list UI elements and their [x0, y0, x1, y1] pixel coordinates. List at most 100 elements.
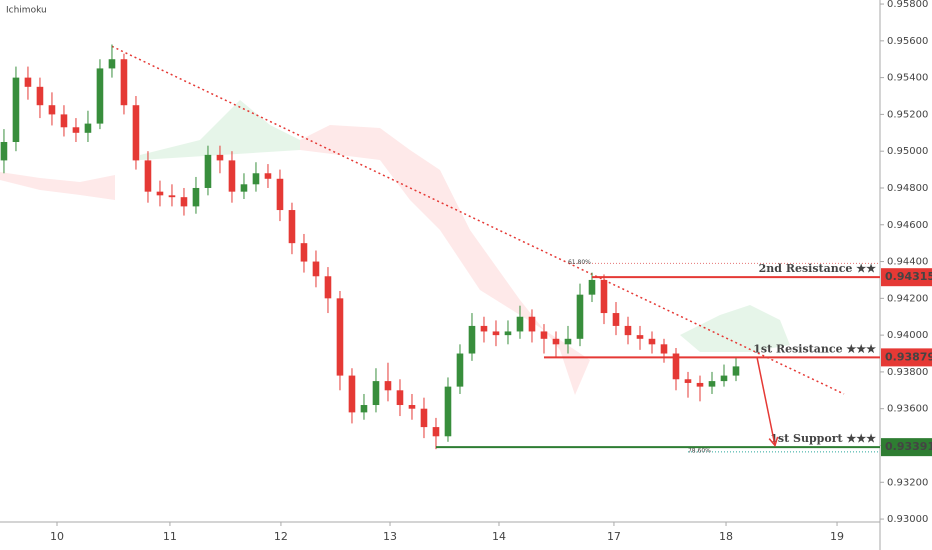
x-tick-label: 11 [163, 530, 177, 543]
fib-label: 61.80% [568, 259, 591, 266]
level-name: 1st Resistance ★★★ [753, 342, 876, 355]
candle-body [180, 197, 188, 207]
candle-body [672, 353, 680, 380]
candle-body [504, 331, 512, 336]
candle-body [48, 105, 56, 115]
candle-body [708, 381, 716, 387]
candle-body [348, 375, 356, 413]
candle-body [312, 261, 320, 277]
candle-body [612, 313, 620, 326]
candle-body [648, 338, 656, 345]
candle-body [684, 379, 692, 383]
candle-body [588, 279, 596, 295]
projection-arrow [756, 357, 776, 446]
y-tick-label: 0.94000 [887, 330, 928, 341]
y-tick-label: 0.95200 [887, 109, 928, 120]
candle-body [384, 381, 392, 391]
y-tick-label: 0.93800 [887, 367, 928, 378]
cloud-red [300, 125, 590, 395]
y-tick-label: 0.94800 [887, 183, 928, 194]
x-tick-label: 17 [607, 530, 621, 543]
candle-body [216, 154, 224, 161]
candle-body [204, 154, 212, 188]
candle-body [24, 77, 32, 87]
candle-body [372, 381, 380, 406]
candle-body [624, 325, 632, 336]
price-box-label: 0.93391 [885, 440, 932, 453]
candle-body [228, 160, 236, 192]
candle-body [108, 59, 116, 69]
candle-body [60, 114, 68, 128]
candle-body [732, 366, 740, 376]
candle-body [396, 390, 404, 406]
chart-title: Ichimoku [6, 6, 47, 16]
y-tick-label: 0.94400 [887, 257, 928, 268]
candle-body [696, 382, 704, 387]
y-tick-label: 0.93600 [887, 404, 928, 415]
price-box [881, 268, 932, 287]
candle-body [552, 338, 560, 345]
candle-body [516, 316, 524, 332]
x-tick-label: 14 [492, 530, 506, 543]
candle-body [192, 187, 200, 207]
y-tick-label: 0.94600 [887, 220, 928, 231]
y-tick-label: 0.95000 [887, 146, 928, 157]
fib-label: 78.60% [688, 447, 711, 454]
candle-body [168, 195, 176, 198]
candle-body [336, 298, 344, 376]
candle-body [84, 123, 92, 133]
y-tick-label: 0.93000 [887, 514, 928, 525]
cloud-green [680, 305, 790, 352]
y-tick-label: 0.95800 [887, 0, 928, 10]
price-box [881, 348, 932, 367]
candle-body [600, 279, 608, 314]
candle-body [576, 294, 584, 339]
y-tick-label: 0.93200 [887, 477, 928, 488]
candle-body [240, 184, 248, 192]
y-tick-label: 0.94200 [887, 293, 928, 304]
level-name: 2nd Resistance ★★ [759, 262, 876, 275]
candle-body [288, 210, 296, 244]
candle-body [480, 325, 488, 332]
candle-body [540, 331, 548, 339]
candle-body [144, 160, 152, 192]
candle-body [156, 191, 164, 196]
cloud-red [0, 172, 115, 200]
candle-body [420, 408, 428, 428]
candle-body [0, 141, 8, 161]
candle-body [528, 316, 536, 332]
x-tick-label: 12 [274, 530, 288, 543]
candle-body [300, 243, 308, 262]
x-tick-label: 18 [719, 530, 733, 543]
candle-body [636, 335, 644, 339]
candle-body [96, 68, 104, 124]
candle-body [36, 86, 44, 106]
candle-body [264, 173, 272, 179]
candle-body [276, 178, 284, 211]
candle-body [408, 405, 416, 409]
price-box [881, 438, 932, 457]
candle-body [360, 405, 368, 413]
candle-body [12, 77, 20, 142]
x-tick-label: 19 [830, 530, 844, 543]
level-name: 1st Support ★★★ [770, 432, 876, 445]
candle-body [564, 338, 572, 345]
candle-body [720, 375, 728, 382]
candle-body [120, 59, 128, 106]
candle-body [456, 353, 464, 387]
candle-body [468, 325, 476, 354]
projection-arrowhead [768, 436, 779, 448]
x-tick-label: 10 [50, 530, 64, 543]
ichimoku-cloud [0, 100, 790, 395]
candle-body [72, 127, 80, 133]
trendline [111, 45, 845, 395]
price-box-label: 0.93879 [885, 350, 932, 363]
candle-body [252, 173, 260, 185]
candle-body [444, 386, 452, 437]
candle-body [660, 344, 668, 354]
y-tick-label: 0.95400 [887, 73, 928, 84]
x-tick-label: 13 [383, 530, 397, 543]
price-box-label: 0.94315 [885, 270, 932, 283]
